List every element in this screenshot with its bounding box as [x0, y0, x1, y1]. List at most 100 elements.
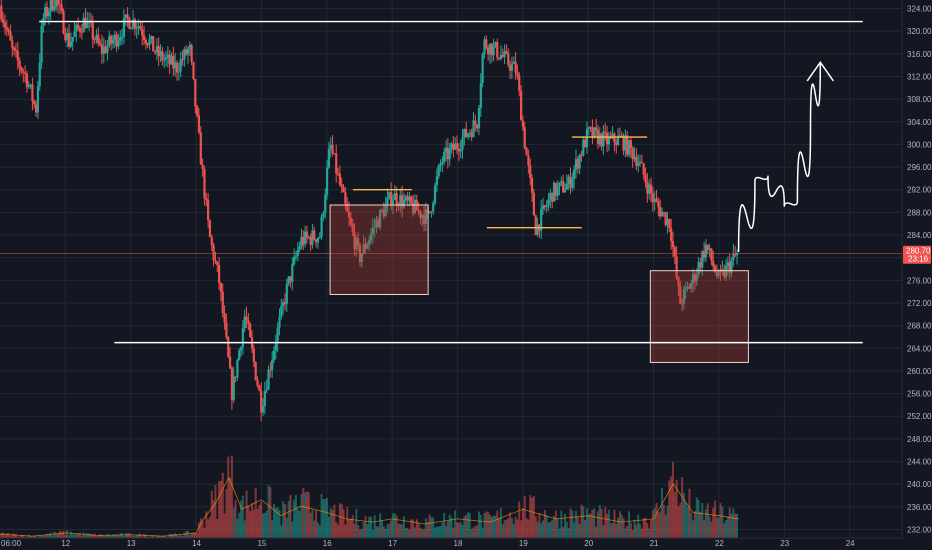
- candle-body: [344, 192, 347, 204]
- time-axis-background: [0, 538, 932, 550]
- price-tick-label: 288.00: [907, 208, 932, 217]
- candle-body: [280, 305, 283, 317]
- time-axis[interactable]: 06:00 12 13 14 15 16 17 18 19 20 21 22 23 24: [0, 537, 932, 550]
- candle-body: [701, 251, 704, 268]
- candle-body: [723, 269, 726, 278]
- price-tick-label: 312.00: [907, 72, 932, 81]
- candle-body: [305, 231, 309, 238]
- volume-bar: [721, 507, 724, 538]
- volume-bar: [477, 511, 480, 538]
- volume-bar: [229, 477, 232, 538]
- candle-body: [371, 227, 374, 234]
- candle-body: [104, 46, 107, 53]
- candle-body: [338, 173, 341, 185]
- volume-bar: [446, 521, 449, 538]
- candle-body: [214, 260, 217, 262]
- volume-bar: [734, 513, 737, 538]
- candle-body: [552, 182, 556, 202]
- price-tick-label: 264.00: [907, 344, 932, 353]
- candle-body: [598, 133, 601, 145]
- volume-bar: [241, 495, 244, 538]
- candle-body: [110, 35, 113, 44]
- candle-body: [282, 302, 285, 306]
- price-tick-label: 268.00: [907, 322, 932, 331]
- candle-body: [384, 204, 387, 217]
- candle-body: [346, 203, 349, 212]
- volume-bar: [49, 532, 52, 538]
- candle-body: [406, 196, 409, 201]
- volume-bar: [454, 510, 457, 538]
- volume-bar: [677, 506, 680, 538]
- candle-body: [681, 303, 684, 305]
- volume-bar: [598, 505, 601, 538]
- volume-bar: [567, 528, 570, 538]
- candle-body: [77, 24, 80, 29]
- candle-body: [155, 46, 158, 53]
- candle-body: [263, 390, 266, 406]
- time-tick-label: 14: [192, 539, 201, 548]
- candle-body: [333, 153, 336, 155]
- volume-bar: [703, 519, 706, 538]
- volume-bar: [562, 526, 565, 538]
- volume-bar: [152, 535, 155, 538]
- candle-body: [556, 186, 559, 196]
- volume-bar: [593, 508, 596, 538]
- volume-bar: [342, 509, 345, 538]
- volume-bar: [459, 521, 462, 538]
- candle-body: [300, 236, 303, 247]
- volume-bar: [717, 517, 720, 538]
- volume-bar: [507, 517, 510, 538]
- candle-body: [219, 283, 223, 292]
- volume-bar: [490, 516, 493, 538]
- volume-bar: [655, 502, 658, 538]
- candle-body: [527, 155, 530, 166]
- candle-body: [521, 120, 524, 128]
- candle-body: [616, 135, 620, 145]
- volume-bar: [183, 532, 186, 538]
- candle-body: [399, 195, 402, 207]
- volume-bar: [333, 504, 336, 538]
- volume-bar: [316, 522, 319, 538]
- candle-body: [122, 18, 126, 37]
- volume-bar: [104, 535, 107, 538]
- price-tick-label: 324.00: [907, 4, 932, 13]
- volume-bar: [139, 533, 142, 538]
- volume-bar: [426, 522, 429, 538]
- candle-body: [692, 274, 695, 284]
- candle-body: [499, 55, 503, 59]
- candle-body: [314, 239, 318, 243]
- candle-body: [633, 156, 636, 160]
- price-tick-label: 236.00: [907, 503, 932, 512]
- volume-bar: [117, 535, 120, 538]
- volume-bar: [111, 534, 114, 538]
- candle-body: [294, 255, 298, 257]
- candle-body: [144, 39, 147, 44]
- candle-body: [413, 199, 417, 214]
- volume-bar: [439, 526, 442, 538]
- volume-bar: [207, 519, 210, 538]
- volume-bar: [681, 476, 684, 538]
- candle-body: [649, 184, 653, 194]
- volume-bar: [176, 534, 179, 538]
- volume-bar: [322, 499, 325, 538]
- volume-bar: [89, 533, 92, 538]
- candle-body: [373, 226, 376, 228]
- price-axis[interactable]: 232.00 236.00 240.00 244.00 248.00 252.00 256.…: [901, 0, 932, 538]
- volume-bar: [309, 512, 312, 538]
- candle-body: [505, 51, 508, 53]
- volume-bar: [543, 510, 546, 538]
- candle-body: [36, 86, 40, 113]
- volume-bar: [668, 480, 671, 538]
- candle-body: [585, 128, 589, 148]
- candle-body: [276, 327, 279, 344]
- volume-bar: [503, 520, 506, 538]
- candle-body: [432, 202, 435, 212]
- volume-bar: [137, 534, 140, 538]
- candle-body: [183, 49, 186, 60]
- volume-bar: [408, 529, 411, 538]
- candle-body: [679, 285, 682, 304]
- volume-bar: [181, 536, 184, 538]
- candle-body: [417, 210, 420, 212]
- candle-body: [717, 270, 720, 277]
